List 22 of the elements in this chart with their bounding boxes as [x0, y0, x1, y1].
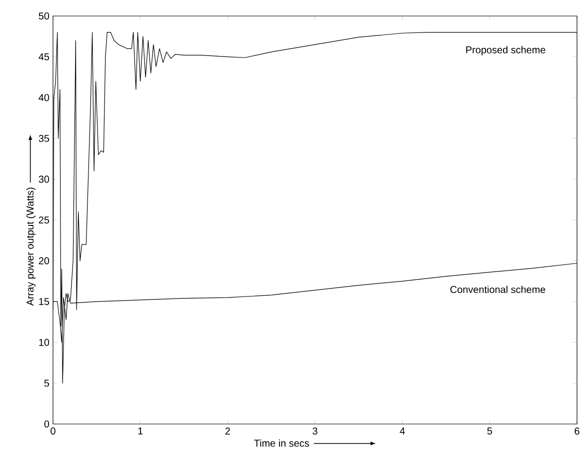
y-tick-label: 35: [38, 134, 50, 142]
x-tick-label: 5: [487, 428, 492, 434]
y-tick-label: 25: [38, 216, 50, 224]
y-tick-label: 45: [38, 53, 50, 60]
series-label: Conventional scheme: [450, 286, 546, 294]
y-tick-label: 5: [44, 380, 50, 387]
series-label: Proposed scheme: [466, 46, 546, 56]
y-tick-label: 30: [38, 176, 50, 183]
y-tick-label: 50: [38, 12, 50, 20]
y-tick-label: 40: [38, 94, 50, 102]
x-tick-label: 1: [138, 428, 143, 434]
x-tick-label: 4: [400, 428, 405, 434]
y-tick-label: 0: [44, 420, 50, 428]
y-axis-title: Array power output (Watts): [26, 188, 36, 306]
x-axis-title: Time in secs: [254, 439, 310, 447]
x-tick-label: 3: [312, 428, 318, 435]
x-tick-label: 6: [574, 428, 580, 435]
y-tick-label: 20: [38, 257, 50, 264]
x-tick-label: 2: [225, 428, 230, 434]
y-tick-label: 15: [39, 298, 50, 306]
x-tick-label: 0: [50, 428, 56, 435]
y-tick-label: 10: [39, 338, 50, 346]
